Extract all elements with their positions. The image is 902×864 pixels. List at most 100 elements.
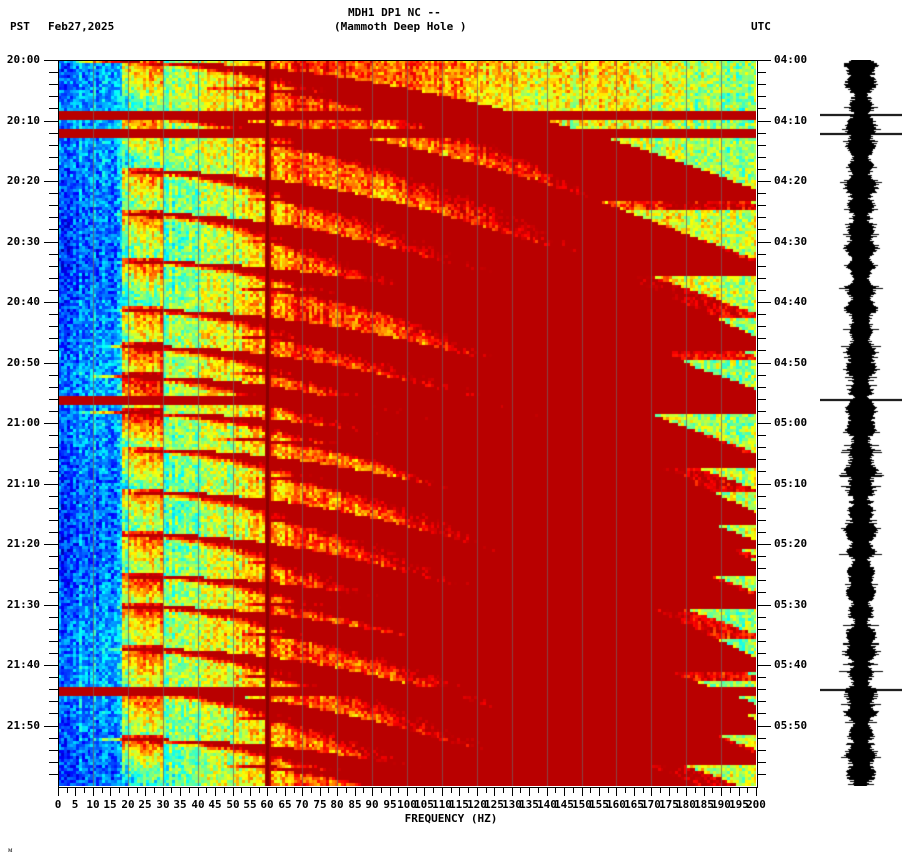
freq-tick-minor xyxy=(468,787,469,793)
freq-label: 55 xyxy=(243,798,257,811)
time-label-utc: 05:10 xyxy=(774,477,808,490)
time-label-utc: 04:10 xyxy=(774,114,808,127)
freq-tick-major xyxy=(442,787,443,796)
freq-tick-minor xyxy=(67,787,68,793)
time-tick-minor xyxy=(49,375,58,376)
freq-tick-major xyxy=(634,787,635,796)
time-label-pst: 20:30 xyxy=(6,235,40,248)
time-tick-minor xyxy=(757,689,766,690)
freq-tick-major xyxy=(547,787,548,796)
time-label-utc: 04:40 xyxy=(774,295,808,308)
time-tick-minor xyxy=(49,278,58,279)
freq-tick-minor xyxy=(137,787,138,793)
time-tick-major xyxy=(44,181,58,182)
time-tick-minor xyxy=(49,508,58,509)
freq-tick-major xyxy=(75,787,76,796)
freq-label: 35 xyxy=(173,798,187,811)
freq-label: 60 xyxy=(260,798,274,811)
freq-label: 150 xyxy=(572,798,592,811)
time-tick-minor xyxy=(757,580,766,581)
freq-label: 105 xyxy=(414,798,434,811)
time-tick-major xyxy=(757,544,771,545)
freq-tick-minor xyxy=(643,787,644,793)
time-tick-major xyxy=(757,181,771,182)
freq-label: 65 xyxy=(278,798,292,811)
time-tick-minor xyxy=(49,205,58,206)
freq-tick-minor xyxy=(224,787,225,793)
freq-label: 95 xyxy=(383,798,397,811)
time-tick-minor xyxy=(49,580,58,581)
time-tick-minor xyxy=(49,157,58,158)
time-tick-minor xyxy=(757,532,766,533)
freq-tick-major xyxy=(616,787,617,796)
time-tick-minor xyxy=(49,290,58,291)
freq-tick-major xyxy=(372,787,373,796)
freq-tick-major xyxy=(285,787,286,796)
time-label-pst: 20:10 xyxy=(6,114,40,127)
freq-tick-major xyxy=(407,787,408,796)
freq-label: 160 xyxy=(606,798,626,811)
freq-tick-major xyxy=(756,787,757,796)
time-tick-minor xyxy=(757,677,766,678)
time-tick-minor xyxy=(49,641,58,642)
time-tick-minor xyxy=(757,617,766,618)
time-tick-minor xyxy=(49,411,58,412)
time-tick-major xyxy=(44,423,58,424)
freq-tick-minor xyxy=(171,787,172,793)
freq-tick-minor xyxy=(730,787,731,793)
time-label-pst: 20:00 xyxy=(6,53,40,66)
time-tick-minor xyxy=(757,84,766,85)
time-tick-minor xyxy=(757,520,766,521)
freq-tick-minor xyxy=(84,787,85,793)
freq-tick-major xyxy=(477,787,478,796)
time-tick-major xyxy=(44,60,58,61)
time-tick-minor xyxy=(757,205,766,206)
freq-label: 195 xyxy=(729,798,749,811)
time-tick-major xyxy=(44,605,58,606)
freq-tick-major xyxy=(459,787,460,796)
time-tick-minor xyxy=(757,157,766,158)
timezone-label-right: UTC xyxy=(751,20,771,33)
time-label-pst: 21:00 xyxy=(6,416,40,429)
freq-tick-minor xyxy=(346,787,347,793)
freq-tick-major xyxy=(651,787,652,796)
seismogram-trace-panel[interactable] xyxy=(820,60,902,786)
freq-tick-minor xyxy=(695,787,696,793)
timezone-label-left: PST xyxy=(10,20,30,33)
time-tick-minor xyxy=(49,84,58,85)
time-tick-major xyxy=(757,726,771,727)
freq-tick-major xyxy=(93,787,94,796)
freq-tick-major xyxy=(390,787,391,796)
freq-tick-minor xyxy=(381,787,382,793)
freq-label: 125 xyxy=(484,798,504,811)
station-title-line2: (Mammoth Deep Hole ) xyxy=(334,20,467,33)
freq-tick-minor xyxy=(363,787,364,793)
time-tick-minor xyxy=(49,217,58,218)
time-tick-minor xyxy=(49,459,58,460)
freq-label: 0 xyxy=(54,798,62,811)
time-tick-minor xyxy=(757,738,766,739)
date-label: Feb27,2025 xyxy=(48,20,115,33)
seismogram-canvas xyxy=(820,60,902,786)
time-label-utc: 05:20 xyxy=(774,537,808,550)
freq-tick-major xyxy=(669,787,670,796)
time-tick-minor xyxy=(757,229,766,230)
time-tick-minor xyxy=(757,762,766,763)
time-tick-minor xyxy=(49,713,58,714)
freq-label: 40 xyxy=(191,798,205,811)
time-label-utc: 04:00 xyxy=(774,53,808,66)
time-tick-minor xyxy=(757,96,766,97)
time-tick-minor xyxy=(757,290,766,291)
freq-label: 90 xyxy=(365,798,379,811)
time-tick-major xyxy=(757,665,771,666)
time-tick-minor xyxy=(49,145,58,146)
freq-tick-major xyxy=(721,787,722,796)
freq-label: 100 xyxy=(397,798,417,811)
freq-label: 10 xyxy=(86,798,100,811)
time-label-utc: 05:40 xyxy=(774,658,808,671)
freq-label: 75 xyxy=(313,798,327,811)
time-tick-minor xyxy=(757,193,766,194)
time-tick-minor xyxy=(757,592,766,593)
time-tick-minor xyxy=(49,72,58,73)
spectrogram-plot[interactable] xyxy=(58,60,756,786)
